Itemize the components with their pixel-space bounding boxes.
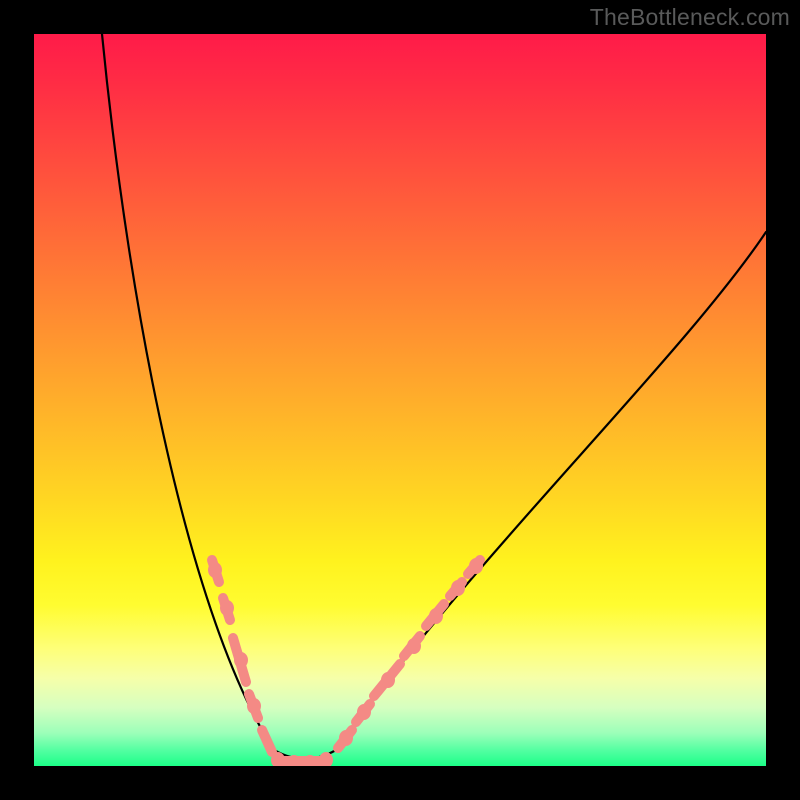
bead-dot [247, 698, 261, 714]
bead-dot [429, 608, 443, 624]
bead-dot [381, 672, 395, 688]
bead-dot [357, 704, 371, 720]
chart-stage: TheBottleneck.com [0, 0, 800, 800]
bead-dot [407, 638, 421, 654]
bead-dot [469, 558, 483, 574]
bead-dot [220, 600, 234, 616]
bead-dot [271, 752, 285, 768]
bead-dot [208, 562, 222, 578]
chart-svg [0, 0, 800, 800]
bead-dot [234, 652, 248, 668]
bead-dot [451, 580, 465, 596]
bead-dot [319, 752, 333, 768]
bead-dot [339, 730, 353, 746]
watermark-text: TheBottleneck.com [590, 4, 790, 31]
